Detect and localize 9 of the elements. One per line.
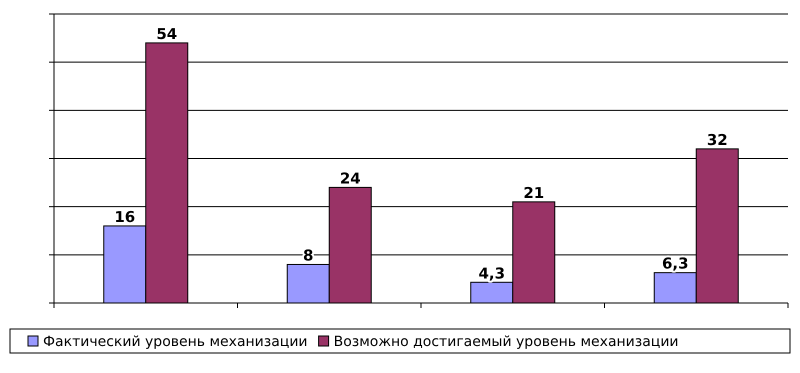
data-label: 32 <box>706 130 728 149</box>
data-label: 24 <box>340 169 361 188</box>
data-label: 6,3 <box>662 254 689 273</box>
legend-label: Фактический уровень механизации <box>43 334 308 350</box>
legend-label: Возможно достигаемый уровень механизации <box>334 334 679 350</box>
data-label: 21 <box>523 184 544 202</box>
data-label: 16 <box>114 208 136 226</box>
data-label: 4,3 <box>478 264 506 282</box>
data-label: 54 <box>156 24 178 43</box>
